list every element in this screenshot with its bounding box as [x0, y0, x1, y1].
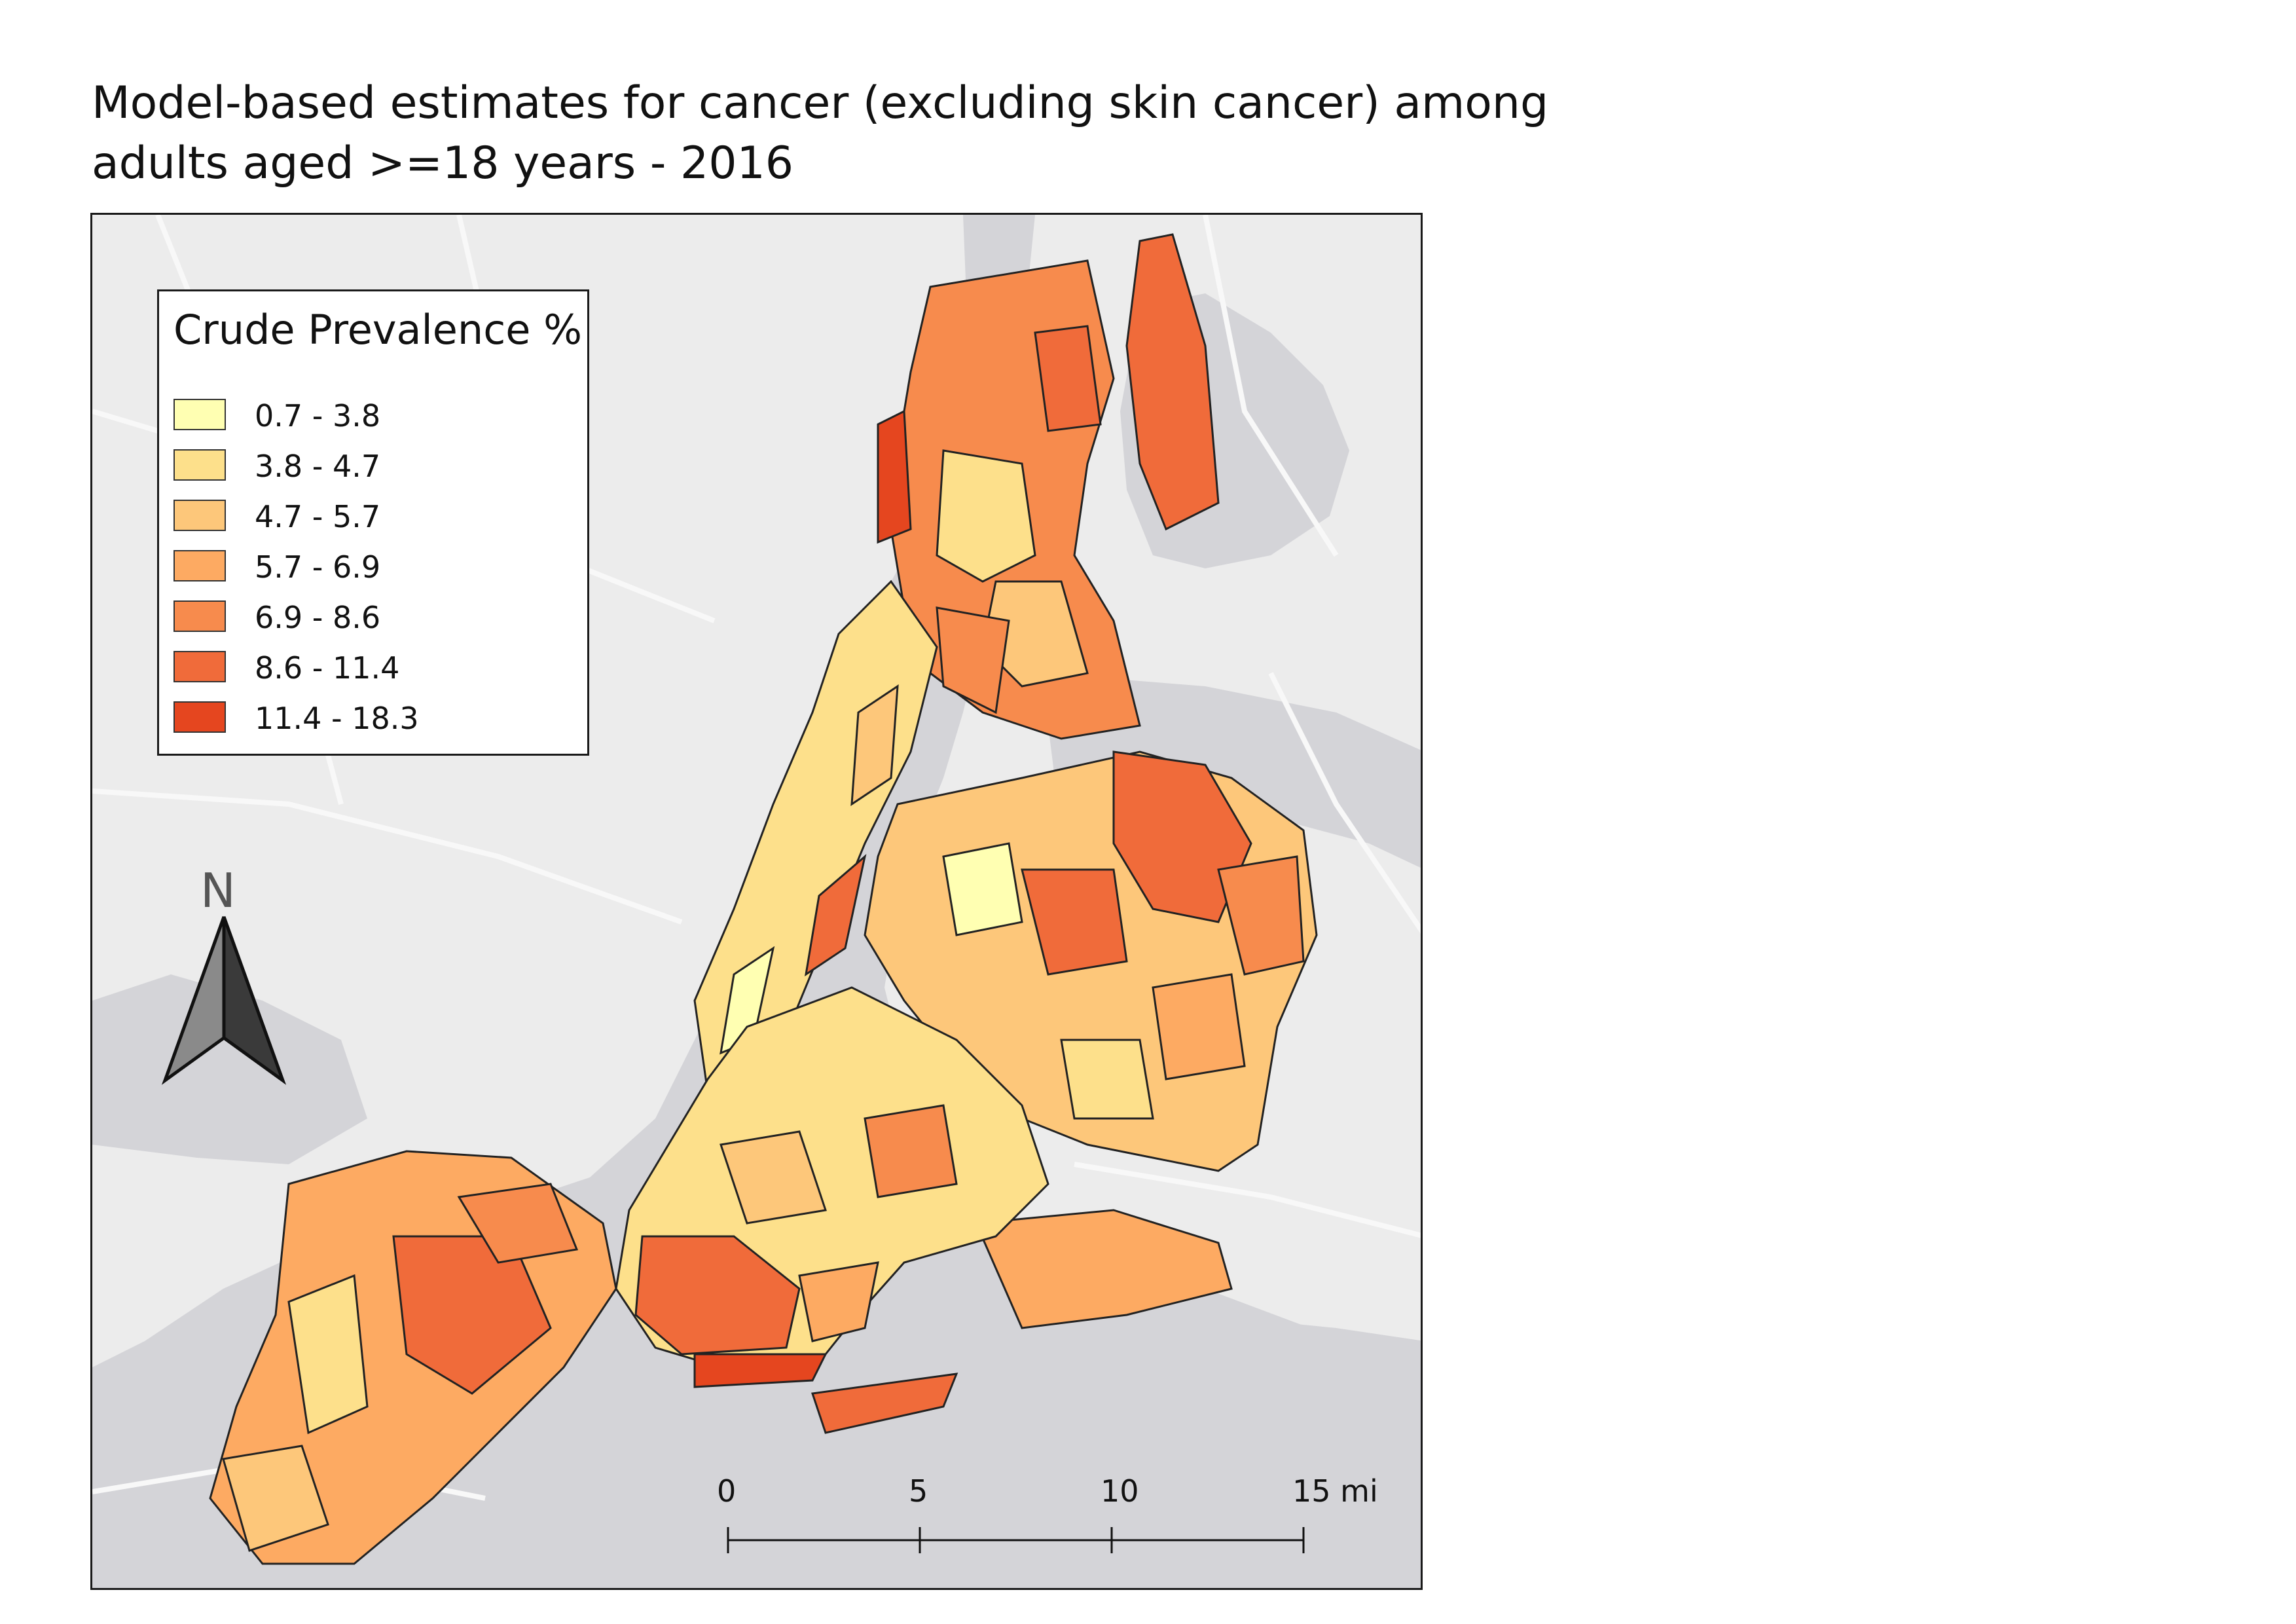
legend: Crude Prevalence % 0.7 - 3.8 3.8 - 4.7 4.7… — [157, 289, 589, 756]
scale-tick-label: 10 — [1101, 1473, 1139, 1509]
legend-label: 5.7 - 6.9 — [255, 549, 381, 585]
legend-label: 6.9 - 8.6 — [255, 600, 381, 635]
legend-label: 4.7 - 5.7 — [255, 499, 381, 534]
legend-label: 11.4 - 18.3 — [255, 701, 419, 736]
region-manhattan[interactable] — [693, 580, 938, 1120]
scale-bar — [727, 1527, 1305, 1553]
north-arrow-icon — [161, 916, 287, 1085]
legend-label: 8.6 - 11.4 — [255, 650, 400, 686]
region-brooklyn[interactable] — [615, 986, 1049, 1388]
legend-swatch — [173, 399, 226, 430]
scale-tick-label: 0 — [717, 1473, 737, 1509]
legend-label: 0.7 - 3.8 — [255, 398, 381, 434]
region-bronx[interactable] — [877, 233, 1220, 740]
map-title: Model-based estimates for cancer (exclud… — [92, 73, 1549, 194]
legend-title: Crude Prevalence % — [173, 306, 583, 354]
legend-swatch — [173, 550, 226, 581]
north-label: N — [200, 863, 236, 918]
region-staten-island[interactable] — [209, 1150, 617, 1565]
legend-label: 3.8 - 4.7 — [255, 449, 381, 484]
legend-swatch — [173, 701, 226, 733]
title-line-1: Model-based estimates for cancer (exclud… — [92, 77, 1549, 129]
legend-swatch — [173, 500, 226, 531]
legend-swatch — [173, 600, 226, 632]
title-line-2: adults aged >=18 years - 2016 — [92, 138, 794, 189]
legend-swatch — [173, 449, 226, 481]
scale-tick-label: 5 — [909, 1473, 928, 1509]
legend-swatch — [173, 651, 226, 682]
scale-tick-label: 15 mi — [1292, 1473, 1378, 1509]
